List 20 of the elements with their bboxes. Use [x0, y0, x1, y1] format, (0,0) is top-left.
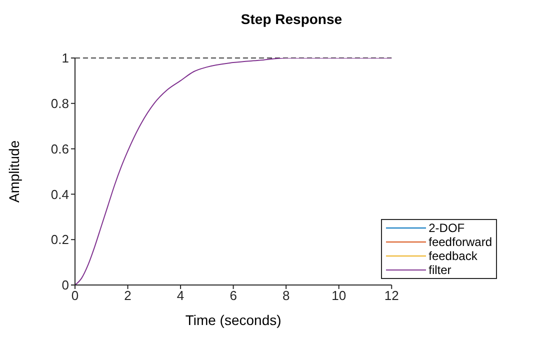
y-axis-title: Amplitude: [6, 140, 22, 203]
x-tick-label: 4: [176, 288, 184, 304]
x-axis-title: Time (seconds): [185, 312, 282, 328]
x-tick-label: 10: [332, 288, 346, 304]
y-tick-label: 0.4: [50, 186, 69, 202]
legend-label: feedback: [428, 249, 478, 263]
legend-label: filter: [428, 263, 452, 277]
chart-title: Step Response: [240, 11, 344, 27]
y-tick-label: 0.2: [50, 232, 69, 248]
legend-label: feedforward: [428, 235, 492, 249]
y-tick-label: 0.8: [50, 96, 69, 112]
x-tick-label: 6: [230, 288, 237, 304]
y-tick-label: 1: [62, 50, 69, 66]
x-tick-label: 8: [282, 288, 290, 304]
x-tick-label: 0: [71, 288, 79, 304]
legend-label: 2-DOF: [428, 221, 465, 235]
y-tick-label: 0.6: [50, 141, 69, 156]
x-tick-label: 12: [384, 288, 399, 304]
x-tick-label: 2: [124, 288, 132, 304]
y-tick-label: 0: [62, 278, 69, 293]
